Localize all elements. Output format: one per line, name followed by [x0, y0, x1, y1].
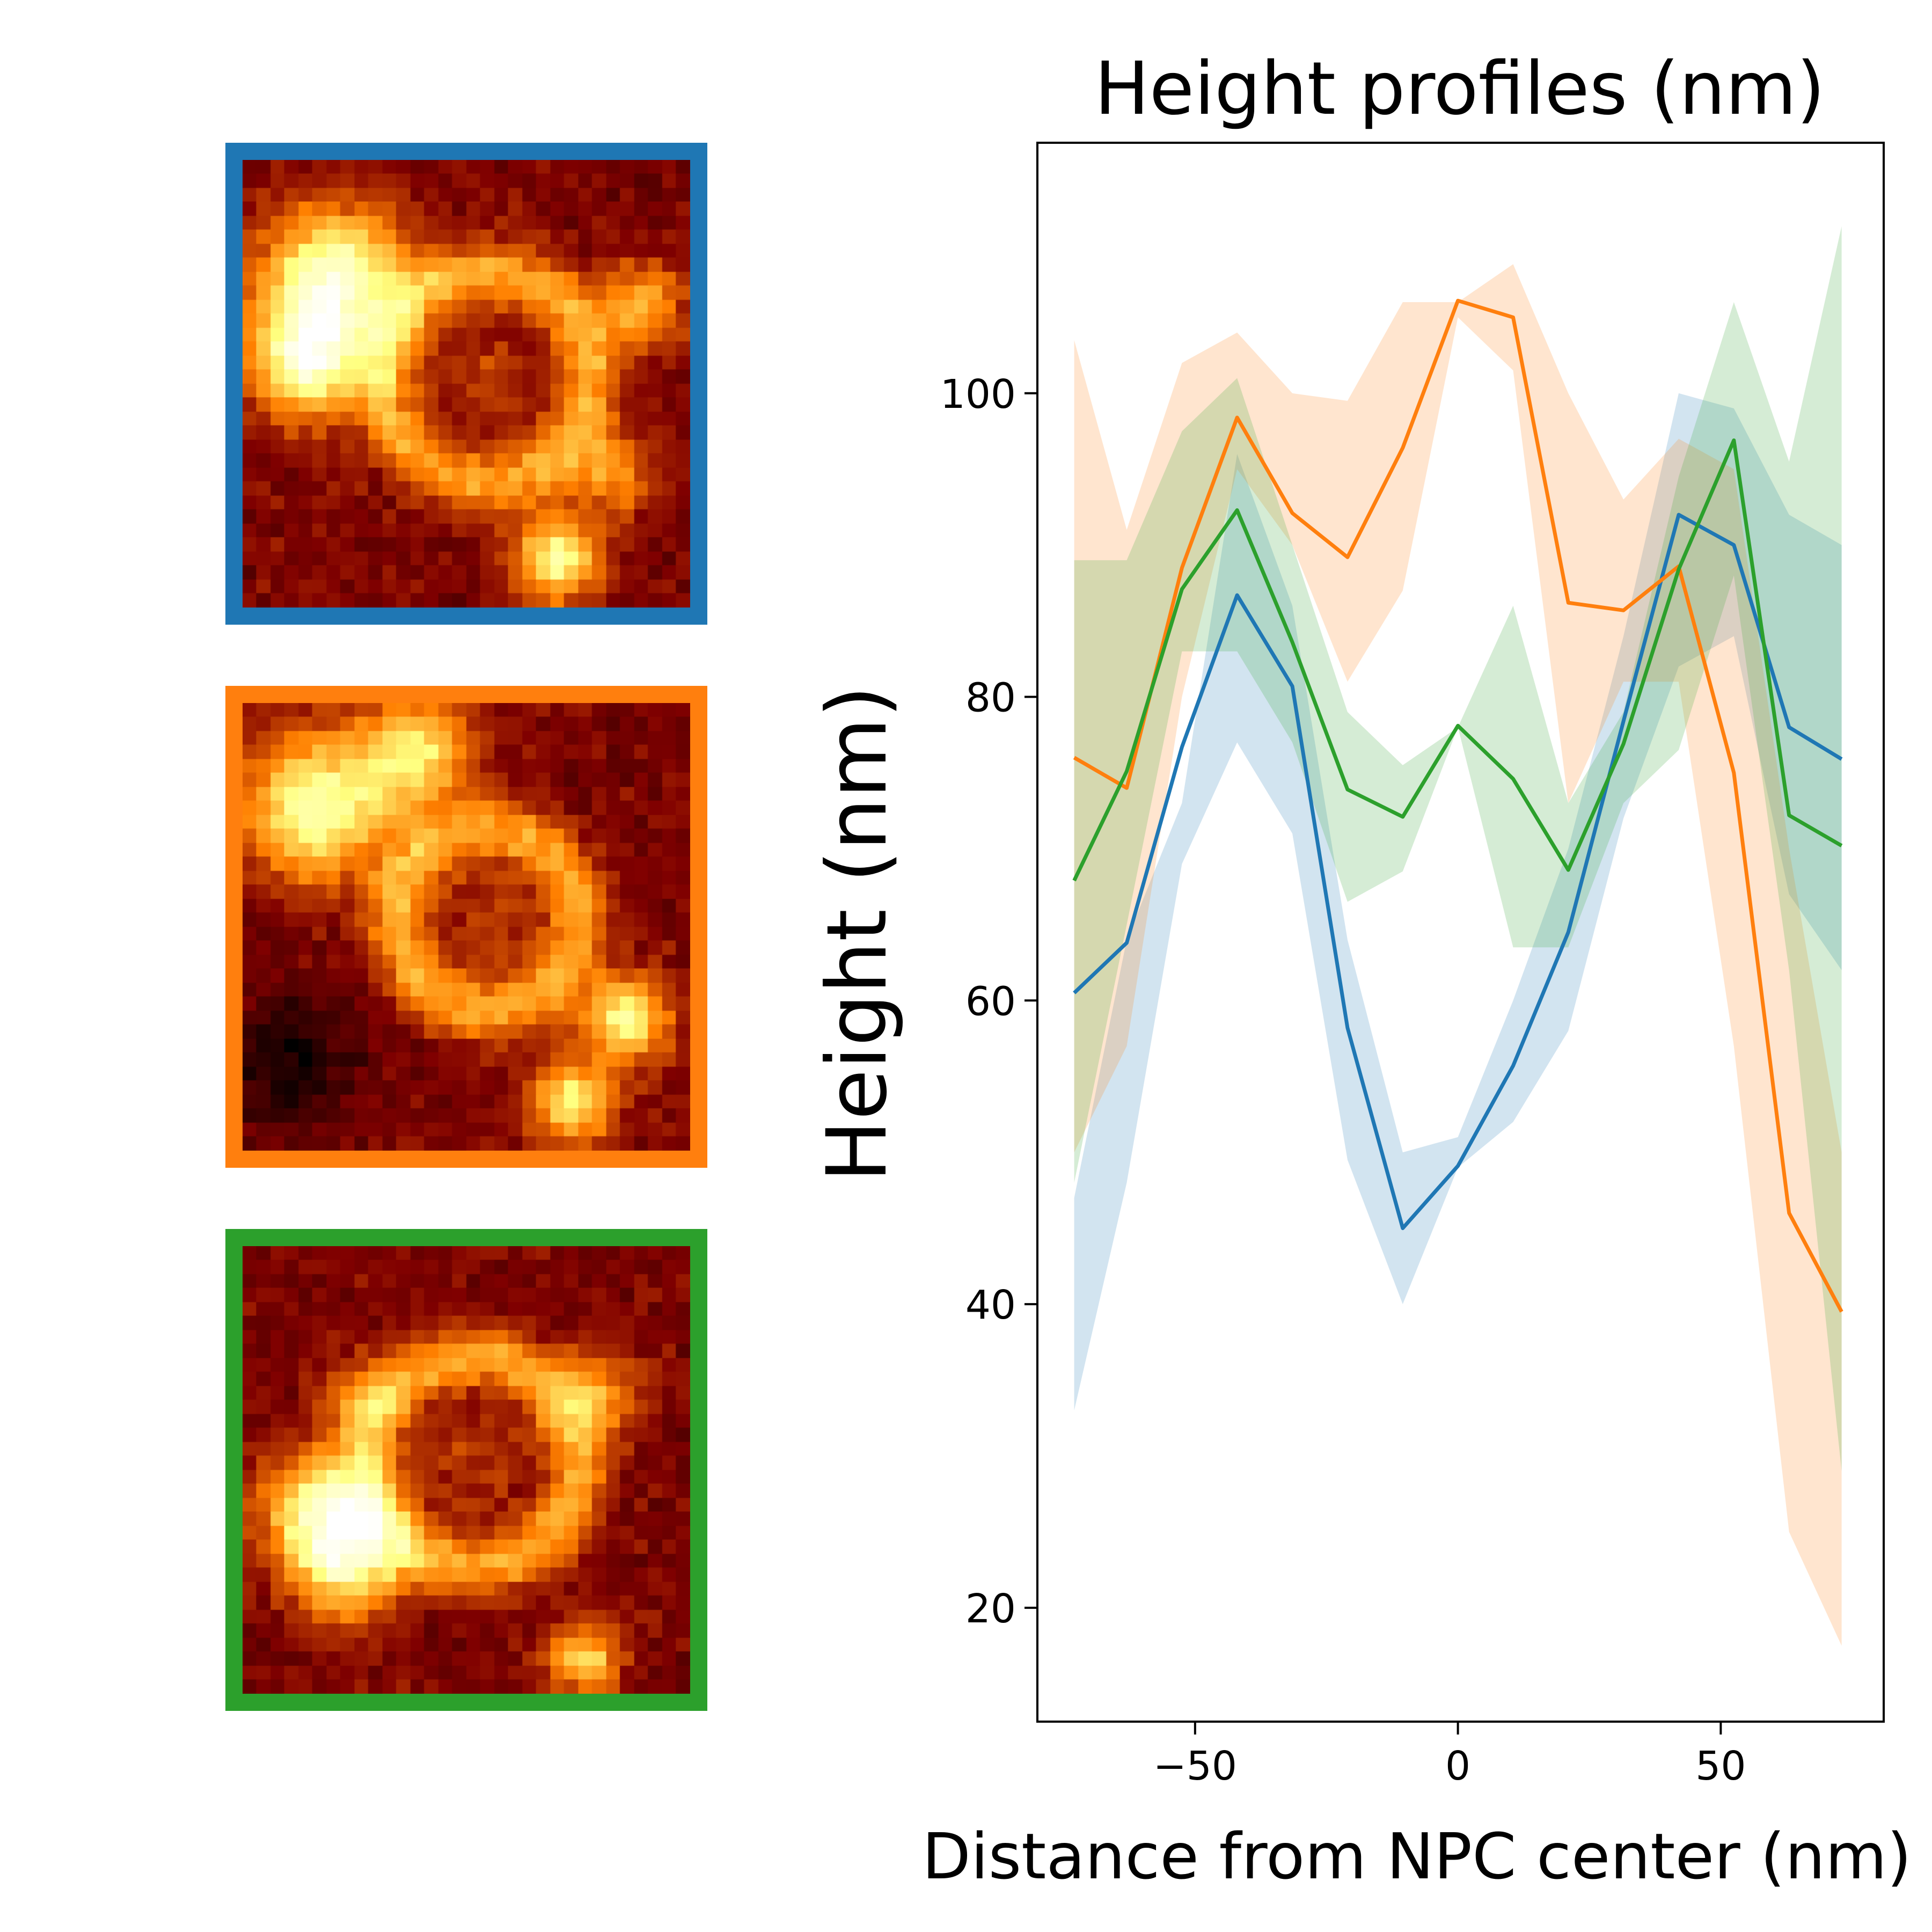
plot-frame: [1036, 142, 1885, 1723]
x-tick-label: 0: [1445, 1743, 1470, 1789]
series-2-band: [1074, 226, 1842, 1472]
y-axis-label: Height (nm): [809, 685, 905, 1182]
x-tick-label: 50: [1695, 1743, 1746, 1789]
plot-area: −50 0 50 20 40 60 80 100: [940, 142, 1885, 1789]
series-0-line: [1073, 513, 1843, 1231]
series-1-line: [1073, 298, 1843, 1313]
x-tick-label: −50: [1153, 1743, 1237, 1789]
afm-image-green: [243, 1246, 690, 1694]
green-thumbnail: [225, 1229, 707, 1711]
series-2-line: [1072, 438, 1843, 882]
y-tick-label: 60: [965, 978, 1016, 1024]
y-tick-label: 20: [965, 1586, 1016, 1632]
y-tick-label: 80: [965, 675, 1016, 721]
series-1-band: [1074, 264, 1842, 1646]
chart-title: Height profiles (nm): [1094, 47, 1825, 131]
blue-thumbnail: [225, 143, 707, 625]
orange-thumbnail: [225, 686, 707, 1168]
afm-image-blue: [243, 160, 690, 608]
afm-image-orange: [243, 703, 690, 1151]
y-tick-label: 40: [965, 1282, 1016, 1328]
y-tick-label: 100: [940, 371, 1016, 418]
x-axis-label: Distance from NPC center (nm): [922, 1819, 1912, 1893]
series-0-band: [1074, 393, 1842, 1411]
